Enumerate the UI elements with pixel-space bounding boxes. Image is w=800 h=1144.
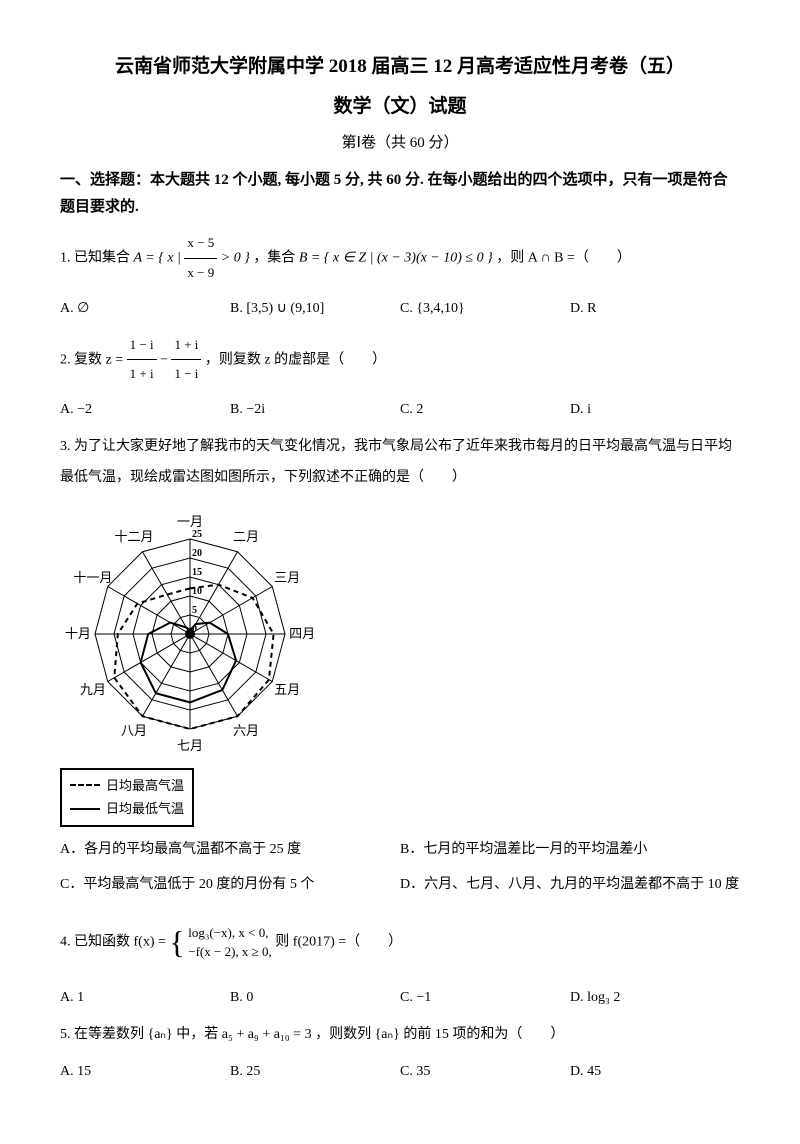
q3-optD: D．六月、七月、八月、九月的平均温差都不高于 10 度 xyxy=(400,872,740,897)
legend-low-label: 日均最低气温 xyxy=(106,797,184,820)
svg-text:一月: 一月 xyxy=(177,514,203,529)
q3-options-row2: C．平均最高气温低于 20 度的月份有 5 个 D．六月、七月、八月、九月的平均… xyxy=(60,872,740,897)
q1-frac-den: x − 9 xyxy=(184,259,217,288)
q3-optB: B．七月的平均温差比一月的平均温差小 xyxy=(400,837,740,862)
q4-line2: −f(x − 2), x ≥ 0, xyxy=(188,942,272,962)
q2-options: A. −2 B. −2i C. 2 D. i xyxy=(60,397,740,422)
q3-options-row1: A．各月的平均最高气温都不高于 25 度 B．七月的平均温差比一月的平均温差小 xyxy=(60,837,740,862)
q2-frac1: 1 − i 1 + i xyxy=(127,331,157,389)
svg-text:十月: 十月 xyxy=(65,626,91,641)
q2-tail: ，则复数 z 的虚部是（ ） xyxy=(205,352,386,367)
radar-chart: 25 20 15 10 5 0 一月二月三月四月五月六月七月 八月 九月 十月 十一月 十二月 日均最… xyxy=(60,504,740,827)
legend-solid-icon xyxy=(70,808,100,810)
q5-optA: A. 15 xyxy=(60,1059,230,1084)
q2-f1-den: 1 + i xyxy=(127,360,157,389)
svg-text:十一月: 十一月 xyxy=(73,570,112,585)
svg-text:五月: 五月 xyxy=(274,682,300,697)
q2-optC: C. 2 xyxy=(400,397,570,422)
question-5: 5. 在等差数列 {aₙ} 中，若 a₅ + a₉ + a₁₀ = 3 ，则数列… xyxy=(60,1020,740,1051)
svg-text:七月: 七月 xyxy=(177,738,203,753)
svg-text:15: 15 xyxy=(192,567,202,578)
q1-tail: ，则 A ∩ B =（ ） xyxy=(496,251,631,266)
legend-high-row: 日均最高气温 xyxy=(70,774,184,797)
q3-optA: A．各月的平均最高气温都不高于 25 度 xyxy=(60,837,400,862)
question-3: 3. 为了让大家更好地了解我市的天气变化情况，我市气象局公布了近年来我市每月的日… xyxy=(60,432,740,494)
svg-text:九月: 九月 xyxy=(80,682,106,697)
q5-optC: C. 35 xyxy=(400,1059,570,1084)
question-4: 4. 已知函数 f(x) = { log₃(−x), x < 0, −f(x −… xyxy=(60,907,740,977)
q1-setA-close: > 0 } xyxy=(221,251,250,266)
q4-optB: B. 0 xyxy=(230,985,400,1010)
svg-text:四月: 四月 xyxy=(289,626,315,641)
legend-dash-icon xyxy=(70,784,100,786)
q1-options: A. ∅ B. [3,5) ∪ (9,10] C. {3,4,10} D. R xyxy=(60,296,740,321)
svg-text:5: 5 xyxy=(192,605,197,616)
svg-text:20: 20 xyxy=(192,548,202,559)
q1-setB: B = { x ∈ Z | (x − 3)(x − 10) ≤ 0 } xyxy=(299,251,493,266)
q1-frac-num: x − 5 xyxy=(184,229,217,259)
q2-optB: B. −2i xyxy=(230,397,400,422)
q2-prefix: 2. 复数 z = xyxy=(60,352,127,367)
q4-optA: A. 1 xyxy=(60,985,230,1010)
svg-text:八月: 八月 xyxy=(121,723,147,738)
q2-optA: A. −2 xyxy=(60,397,230,422)
q2-frac2: 1 + i 1 − i xyxy=(171,331,201,389)
q1-optC: C. {3,4,10} xyxy=(400,296,570,321)
svg-text:三月: 三月 xyxy=(274,570,300,585)
legend-low-row: 日均最低气温 xyxy=(70,797,184,820)
page-title-1: 云南省师范大学附属中学 2018 届高三 12 月高考适应性月考卷（五） xyxy=(60,50,740,84)
radar-svg: 25 20 15 10 5 0 一月二月三月四月五月六月七月 八月 九月 十月 十一月 十二月 xyxy=(60,504,340,764)
svg-text:六月: 六月 xyxy=(233,723,259,738)
legend-high-label: 日均最高气温 xyxy=(106,774,184,797)
q1-mid: ，集合 xyxy=(253,251,299,266)
q2-f1-num: 1 − i xyxy=(127,331,157,361)
q1-optD: D. R xyxy=(570,296,740,321)
q2-minus: − xyxy=(160,352,171,367)
svg-text:10: 10 xyxy=(192,586,202,597)
q4-prefix: 4. 已知函数 f(x) = xyxy=(60,934,169,949)
q1-optB: B. [3,5) ∪ (9,10] xyxy=(230,296,400,321)
q5-options: A. 15 B. 25 C. 35 D. 45 xyxy=(60,1059,740,1084)
q2-optD: D. i xyxy=(570,397,740,422)
page-subtitle: 第Ⅰ卷（共 60 分） xyxy=(60,130,740,157)
svg-text:二月: 二月 xyxy=(233,529,259,544)
question-1: 1. 已知集合 A = { x | x − 5 x − 9 > 0 } ，集合 … xyxy=(60,229,740,287)
q3-optC: C．平均最高气温低于 20 度的月份有 5 个 xyxy=(60,872,400,897)
q2-f2-num: 1 + i xyxy=(171,331,201,361)
q4-tail: 则 f(2017) =（ ） xyxy=(275,934,402,949)
page-title-2: 数学（文）试题 xyxy=(60,90,740,124)
q4-optD: D. log₃ 2 xyxy=(570,985,740,1010)
section-heading: 一、选择题：本大题共 12 个小题, 每小题 5 分, 共 60 分. 在每小题… xyxy=(60,167,740,221)
q4-optC: C. −1 xyxy=(400,985,570,1010)
q4-line1: log₃(−x), x < 0, xyxy=(188,923,272,943)
radar-legend: 日均最高气温 日均最低气温 xyxy=(60,768,194,827)
question-2: 2. 复数 z = 1 − i 1 + i − 1 + i 1 − i ，则复数… xyxy=(60,331,740,389)
q5-optD: D. 45 xyxy=(570,1059,740,1084)
q1-optA: A. ∅ xyxy=(60,296,230,321)
svg-text:0: 0 xyxy=(192,624,197,635)
q1-fraction: x − 5 x − 9 xyxy=(184,229,217,287)
svg-text:十二月: 十二月 xyxy=(114,529,153,544)
q4-piecewise: log₃(−x), x < 0, −f(x − 2), x ≥ 0, xyxy=(188,923,272,962)
q1-prefix: 1. 已知集合 xyxy=(60,251,134,266)
q5-optB: B. 25 xyxy=(230,1059,400,1084)
q1-setA-open: A = { x | xyxy=(134,251,185,266)
q4-options: A. 1 B. 0 C. −1 D. log₃ 2 xyxy=(60,985,740,1010)
q2-f2-den: 1 − i xyxy=(171,360,201,389)
q4-brace-icon: { xyxy=(169,907,184,977)
svg-text:25: 25 xyxy=(192,529,202,540)
